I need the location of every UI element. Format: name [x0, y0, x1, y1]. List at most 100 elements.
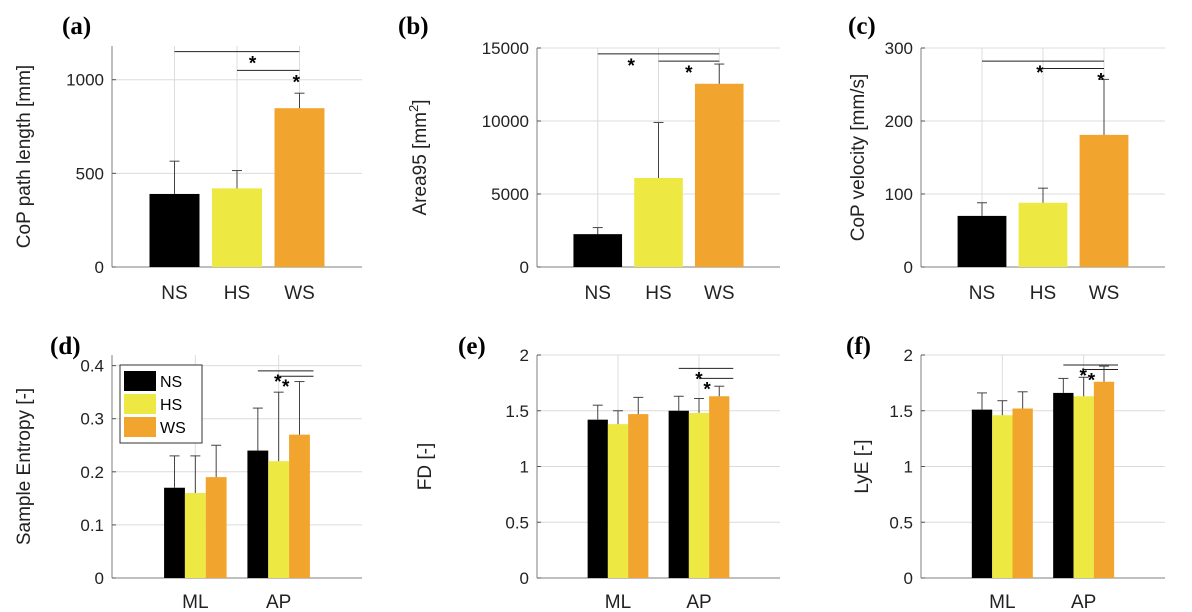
- y-tick-label: 5000: [491, 185, 529, 204]
- x-tick-label: ML: [182, 592, 208, 612]
- bar-ws-ap: [289, 434, 310, 578]
- y-tick-label: 500: [76, 164, 104, 183]
- y-tick-label: 1: [904, 458, 913, 477]
- panel-label: (c): [848, 13, 876, 40]
- y-tick-label: 300: [885, 39, 913, 58]
- bar-ws: [694, 83, 744, 268]
- significance-mark: *: [695, 369, 703, 390]
- chart-panel-4: (e) 0 0.5 1 1.5 2 FD [-] ML AP * *: [415, 333, 780, 612]
- bar-ws-ap: [709, 396, 730, 578]
- significance-mark: *: [627, 56, 635, 77]
- x-tick-label: NS: [585, 283, 611, 304]
- bar-hs-ap: [268, 461, 290, 578]
- bar-ns-ap: [668, 410, 689, 578]
- y-axis-label: Area95 [mm2]: [406, 100, 431, 216]
- bar-ns: [957, 215, 1007, 267]
- legend-label: WS: [160, 420, 186, 437]
- x-tick-label: HS: [224, 283, 250, 304]
- y-tick-label: 200: [885, 112, 913, 131]
- bar-ns-ml: [971, 409, 993, 578]
- y-tick-label: 0: [904, 258, 913, 277]
- y-tick-label: 0.5: [889, 513, 913, 532]
- legend: NS HS WS: [119, 364, 203, 444]
- legend-label: HS: [160, 397, 182, 414]
- x-tick-label: AP: [686, 592, 711, 612]
- y-tick-label: 1.5: [505, 402, 529, 421]
- x-tick-label: WS: [1089, 283, 1120, 304]
- y-axis-label: CoP velocity [mm/s]: [848, 74, 869, 242]
- bar-hs-ap: [1073, 396, 1094, 578]
- y-tick-label: 0.4: [80, 357, 104, 376]
- y-tick-label: 0.5: [505, 513, 529, 532]
- y-axis-label: FD [-]: [415, 443, 436, 491]
- significance-mark: *: [1080, 366, 1088, 387]
- x-tick-label: NS: [969, 283, 995, 304]
- x-tick-label: ML: [605, 592, 631, 612]
- significance-mark: *: [293, 72, 301, 93]
- chart-panel-1: (b) 0 5000 10000 15000 Area95 [mm2] NS HS WS * *: [398, 13, 780, 304]
- significance-mark: *: [1097, 70, 1105, 91]
- y-tick-label: 0: [95, 258, 104, 277]
- chart-panel-0: (a) 0 500 1000 CoP path length [mm] NS HS WS * *: [14, 13, 362, 304]
- legend-swatch-ns: [124, 371, 156, 391]
- bar-ws: [1079, 134, 1129, 267]
- bar-ws-ml: [205, 477, 227, 578]
- x-tick-label: AP: [1071, 592, 1096, 612]
- panel-label: (a): [62, 13, 91, 40]
- bar-ws-ap: [1093, 381, 1115, 578]
- y-tick-label: 100: [885, 185, 913, 204]
- bar-hs-ap: [688, 412, 710, 578]
- bar-ns-ml: [587, 419, 608, 578]
- significance-mark: *: [1036, 63, 1044, 84]
- y-tick-label: 2: [520, 346, 529, 365]
- y-tick-label: 0.2: [80, 463, 104, 482]
- panel-label: (d): [50, 333, 81, 360]
- chart-panel-3: (d) 0 0.1 0.2 0.3 0.4 Sample Entropy [-] ML AP * *…: [14, 333, 362, 612]
- significance-mark: *: [282, 377, 290, 398]
- chart-panel-5: (f) 0 0.5 1 1.5 2 LyE [-] ML AP * *: [846, 333, 1165, 612]
- bar-ns-ml: [164, 487, 185, 578]
- bar-hs: [1018, 202, 1068, 267]
- y-tick-label: 0: [520, 258, 529, 277]
- bar-hs: [212, 188, 262, 267]
- y-tick-label: 0.3: [80, 410, 104, 429]
- bar-ws-ml: [628, 414, 649, 578]
- y-axis-label: Sample Entropy [-]: [14, 388, 35, 545]
- legend-swatch-ws: [124, 417, 156, 437]
- y-tick-label: 0: [95, 569, 104, 588]
- y-tick-label: 0.1: [80, 516, 104, 535]
- x-tick-label: AP: [266, 592, 291, 612]
- y-axis-label: CoP path length [mm]: [14, 65, 35, 248]
- significance-mark: *: [1088, 370, 1096, 391]
- bar-ns-ap: [1053, 392, 1074, 578]
- y-axis-label: LyE [-]: [852, 439, 873, 493]
- bar-ws: [274, 108, 325, 268]
- bar-ns-ap: [247, 450, 269, 578]
- y-tick-label: 1: [520, 458, 529, 477]
- x-tick-label: WS: [704, 283, 735, 304]
- bar-hs: [634, 177, 683, 267]
- bar-ns: [573, 234, 623, 267]
- x-tick-label: HS: [1030, 283, 1056, 304]
- legend-label: NS: [160, 374, 182, 391]
- y-tick-label: 0: [520, 569, 529, 588]
- y-tick-label: 2: [904, 346, 913, 365]
- x-tick-label: HS: [645, 283, 671, 304]
- panel-label: (f): [846, 333, 871, 360]
- x-tick-label: ML: [989, 592, 1015, 612]
- bar-hs-ml: [184, 493, 206, 578]
- x-tick-label: NS: [161, 283, 187, 304]
- panel-label: (e): [458, 333, 486, 360]
- x-tick-label: WS: [284, 283, 315, 304]
- y-tick-label: 15000: [482, 39, 529, 58]
- legend-swatch-hs: [124, 394, 156, 414]
- significance-mark: *: [685, 63, 693, 84]
- bar-ns: [149, 193, 200, 267]
- y-tick-label: 1.5: [889, 402, 913, 421]
- bar-hs-ml: [607, 424, 629, 578]
- significance-mark: *: [703, 379, 711, 400]
- chart-panel-2: (c) 0 100 200 300 CoP velocity [mm/s] NS HS WS * *: [848, 13, 1165, 304]
- significance-mark: *: [249, 54, 257, 75]
- bar-hs-ml: [992, 415, 1013, 578]
